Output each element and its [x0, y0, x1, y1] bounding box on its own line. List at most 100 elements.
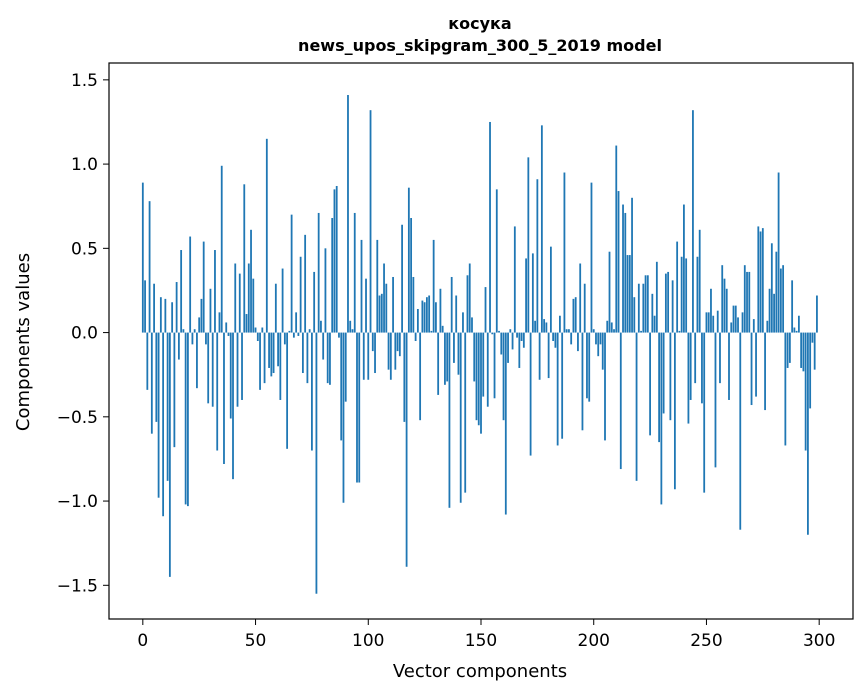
bar — [680, 256, 683, 333]
bar — [601, 332, 604, 370]
bar — [369, 110, 372, 333]
bar — [423, 302, 426, 333]
bar — [141, 182, 144, 333]
bar — [477, 332, 480, 426]
bar — [234, 263, 237, 333]
bar — [525, 258, 527, 333]
bar — [800, 332, 803, 368]
bar — [331, 218, 334, 333]
bar — [658, 332, 661, 443]
bar — [320, 320, 322, 333]
bar — [322, 332, 325, 360]
bar — [471, 317, 473, 333]
bar — [694, 332, 697, 384]
bar — [604, 332, 606, 441]
bar — [667, 271, 670, 333]
bar — [556, 332, 559, 446]
bar — [286, 332, 289, 449]
bar — [757, 226, 760, 333]
bar — [615, 145, 618, 333]
bar — [193, 329, 196, 333]
bar — [410, 218, 413, 333]
bar — [414, 332, 417, 341]
bar — [549, 246, 552, 333]
bar — [755, 332, 757, 397]
bar — [606, 320, 609, 333]
bar — [732, 305, 735, 333]
bar — [802, 332, 805, 372]
bar — [439, 288, 442, 333]
x-tick-label: 300 — [803, 631, 835, 651]
bar — [473, 332, 476, 382]
bar — [759, 231, 762, 333]
bar — [349, 320, 352, 333]
bar — [466, 275, 469, 333]
bar — [162, 332, 165, 517]
bar — [444, 332, 446, 385]
bar — [813, 332, 816, 370]
bar — [353, 212, 356, 333]
bar — [184, 332, 187, 505]
bar — [358, 332, 361, 483]
bar — [687, 332, 690, 424]
bar — [752, 319, 755, 333]
bar — [565, 329, 568, 333]
bar — [396, 332, 399, 352]
bar — [387, 332, 390, 370]
bar — [371, 332, 374, 352]
bar — [182, 329, 185, 333]
bar — [187, 332, 189, 507]
bar — [446, 332, 449, 382]
bar — [265, 138, 268, 333]
bar — [236, 332, 239, 407]
bar — [425, 297, 428, 333]
bar — [568, 329, 570, 333]
bar — [707, 312, 710, 333]
bar — [588, 332, 591, 402]
bar — [586, 332, 588, 399]
bar — [157, 332, 160, 498]
bar — [734, 305, 737, 333]
bar — [450, 276, 453, 333]
y-tick-label: 0.5 — [71, 239, 98, 259]
y-tick-label: −1.0 — [57, 492, 98, 512]
bar — [531, 253, 534, 333]
y-tick-label: −0.5 — [57, 408, 98, 428]
bar — [198, 317, 201, 333]
bar — [148, 201, 151, 333]
y-axis-ticks: −1.5 −1.0 −0.5 0.0 0.5 1.0 1.5 — [57, 71, 109, 596]
bar — [464, 332, 467, 493]
chart-title: косука — [448, 14, 511, 33]
bar — [335, 185, 338, 333]
bar — [216, 332, 219, 451]
bar — [728, 332, 730, 400]
bar — [737, 317, 739, 333]
bar — [795, 330, 798, 333]
bar — [268, 332, 270, 368]
x-tick-label: 100 — [352, 631, 384, 651]
bar — [563, 172, 566, 333]
bar — [696, 256, 699, 333]
bar — [671, 280, 674, 333]
bar — [403, 332, 406, 422]
bar — [317, 212, 320, 333]
bar — [365, 278, 367, 333]
bar — [664, 273, 667, 333]
bar — [809, 332, 812, 409]
bar — [784, 332, 787, 446]
bar — [324, 248, 327, 333]
bar — [333, 189, 336, 333]
bar — [811, 332, 814, 343]
bar — [698, 229, 701, 333]
x-tick-label: 50 — [245, 631, 267, 651]
bar — [750, 332, 753, 406]
bar — [432, 239, 435, 333]
bar — [703, 332, 706, 493]
bar — [155, 332, 158, 422]
bar — [631, 197, 633, 333]
bar — [448, 332, 451, 508]
bar — [304, 234, 307, 333]
bar — [245, 314, 248, 333]
bar — [513, 226, 516, 333]
bar — [329, 332, 331, 385]
